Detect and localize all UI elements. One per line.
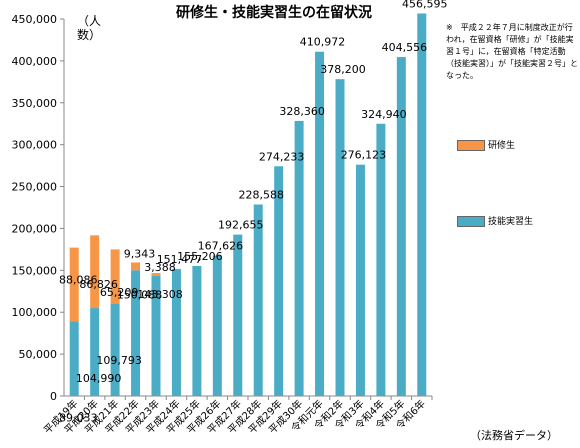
bar-technical-intern — [294, 120, 304, 396]
data-label-trainee: 3,388 — [144, 261, 176, 274]
data-label-technical-intern: 192,655 — [218, 219, 264, 232]
data-label-technical-intern: 89,033 — [59, 411, 98, 424]
bar-trainee — [151, 273, 161, 276]
bar-trainee — [69, 247, 79, 322]
data-label-technical-intern: 324,940 — [361, 108, 407, 121]
y-tick-label: 150,000 — [12, 264, 58, 277]
data-label-technical-intern: 228,588 — [238, 188, 284, 201]
bar-technical-intern — [131, 270, 141, 396]
legend-swatch-trainee — [457, 140, 485, 151]
data-label-technical-intern: 167,626 — [198, 240, 244, 253]
data-label-trainee: 9,343 — [124, 247, 156, 260]
data-source: （法務省データ） — [470, 429, 558, 442]
data-label-trainee: 88,086 — [59, 273, 98, 286]
y-tick-label: 250,000 — [12, 181, 58, 194]
bar-technical-intern — [253, 204, 263, 396]
data-label-technical-intern: 109,793 — [96, 354, 142, 367]
bar-technical-intern — [212, 255, 222, 396]
legend-label-trainee: 研修生 — [488, 141, 516, 151]
bar-trainee — [110, 249, 120, 305]
bar-technical-intern — [171, 269, 181, 396]
bar-technical-intern — [335, 79, 345, 397]
y-tick-label: 450,000 — [12, 13, 58, 26]
bar-technical-intern — [315, 51, 325, 397]
data-label-technical-intern: 410,972 — [300, 36, 346, 49]
data-label-technical-intern: 150,088 — [117, 288, 163, 301]
y-tick-label: 350,000 — [12, 97, 58, 110]
y-tick-label: 100,000 — [12, 306, 58, 319]
bar-trainee — [131, 262, 141, 271]
data-label-technical-intern: 328,360 — [279, 105, 325, 118]
y-tick-label: 200,000 — [12, 222, 58, 235]
chart-note: ※ 平成２２年７月に制度改正が行われ，在留資格「研修」が「技能実習１号」に，在留… — [446, 23, 578, 80]
y-tick-label: 0 — [50, 390, 57, 403]
data-label-technical-intern: 151,477 — [157, 253, 203, 266]
bar-technical-intern — [417, 13, 427, 397]
legend-swatch-technical-intern — [457, 216, 485, 227]
bar-technical-intern — [192, 265, 202, 396]
data-label-technical-intern: 155,206 — [177, 250, 223, 263]
legend-item-trainee: 研修生 — [457, 138, 515, 151]
bar-technical-intern — [355, 164, 365, 396]
bar-technical-intern — [376, 123, 386, 396]
bar-technical-intern — [90, 308, 100, 396]
bar-technical-intern — [110, 304, 120, 396]
data-label-technical-intern: 378,200 — [320, 63, 366, 76]
bar-technical-intern — [274, 166, 284, 396]
legend-item-technical-intern: 技能実習生 — [457, 214, 533, 227]
bar-technical-intern — [233, 234, 243, 396]
data-label-technical-intern: 404,556 — [382, 41, 428, 54]
data-label-technical-intern: 143,308 — [137, 288, 183, 301]
data-label-trainee: 65,209 — [100, 286, 139, 299]
chart-title: 研修生・技能実習生の在留状況 — [176, 5, 372, 21]
y-tick-label: 300,000 — [12, 139, 58, 152]
bar-technical-intern — [69, 321, 79, 396]
y-tick-label: 50,000 — [19, 348, 58, 361]
bar-trainee — [90, 235, 100, 309]
data-label-technical-intern: 104,990 — [76, 372, 122, 385]
data-label-technical-intern: 456,595 — [402, 0, 448, 10]
y-tick-label: 400,000 — [12, 55, 58, 68]
bar-technical-intern — [396, 57, 406, 397]
data-label-trainee: 86,826 — [79, 278, 118, 291]
bar-technical-intern — [151, 275, 161, 396]
legend-label-technical-intern: 技能実習生 — [488, 217, 534, 227]
data-label-technical-intern: 274,233 — [259, 150, 305, 163]
data-label-technical-intern: 276,123 — [341, 149, 387, 162]
